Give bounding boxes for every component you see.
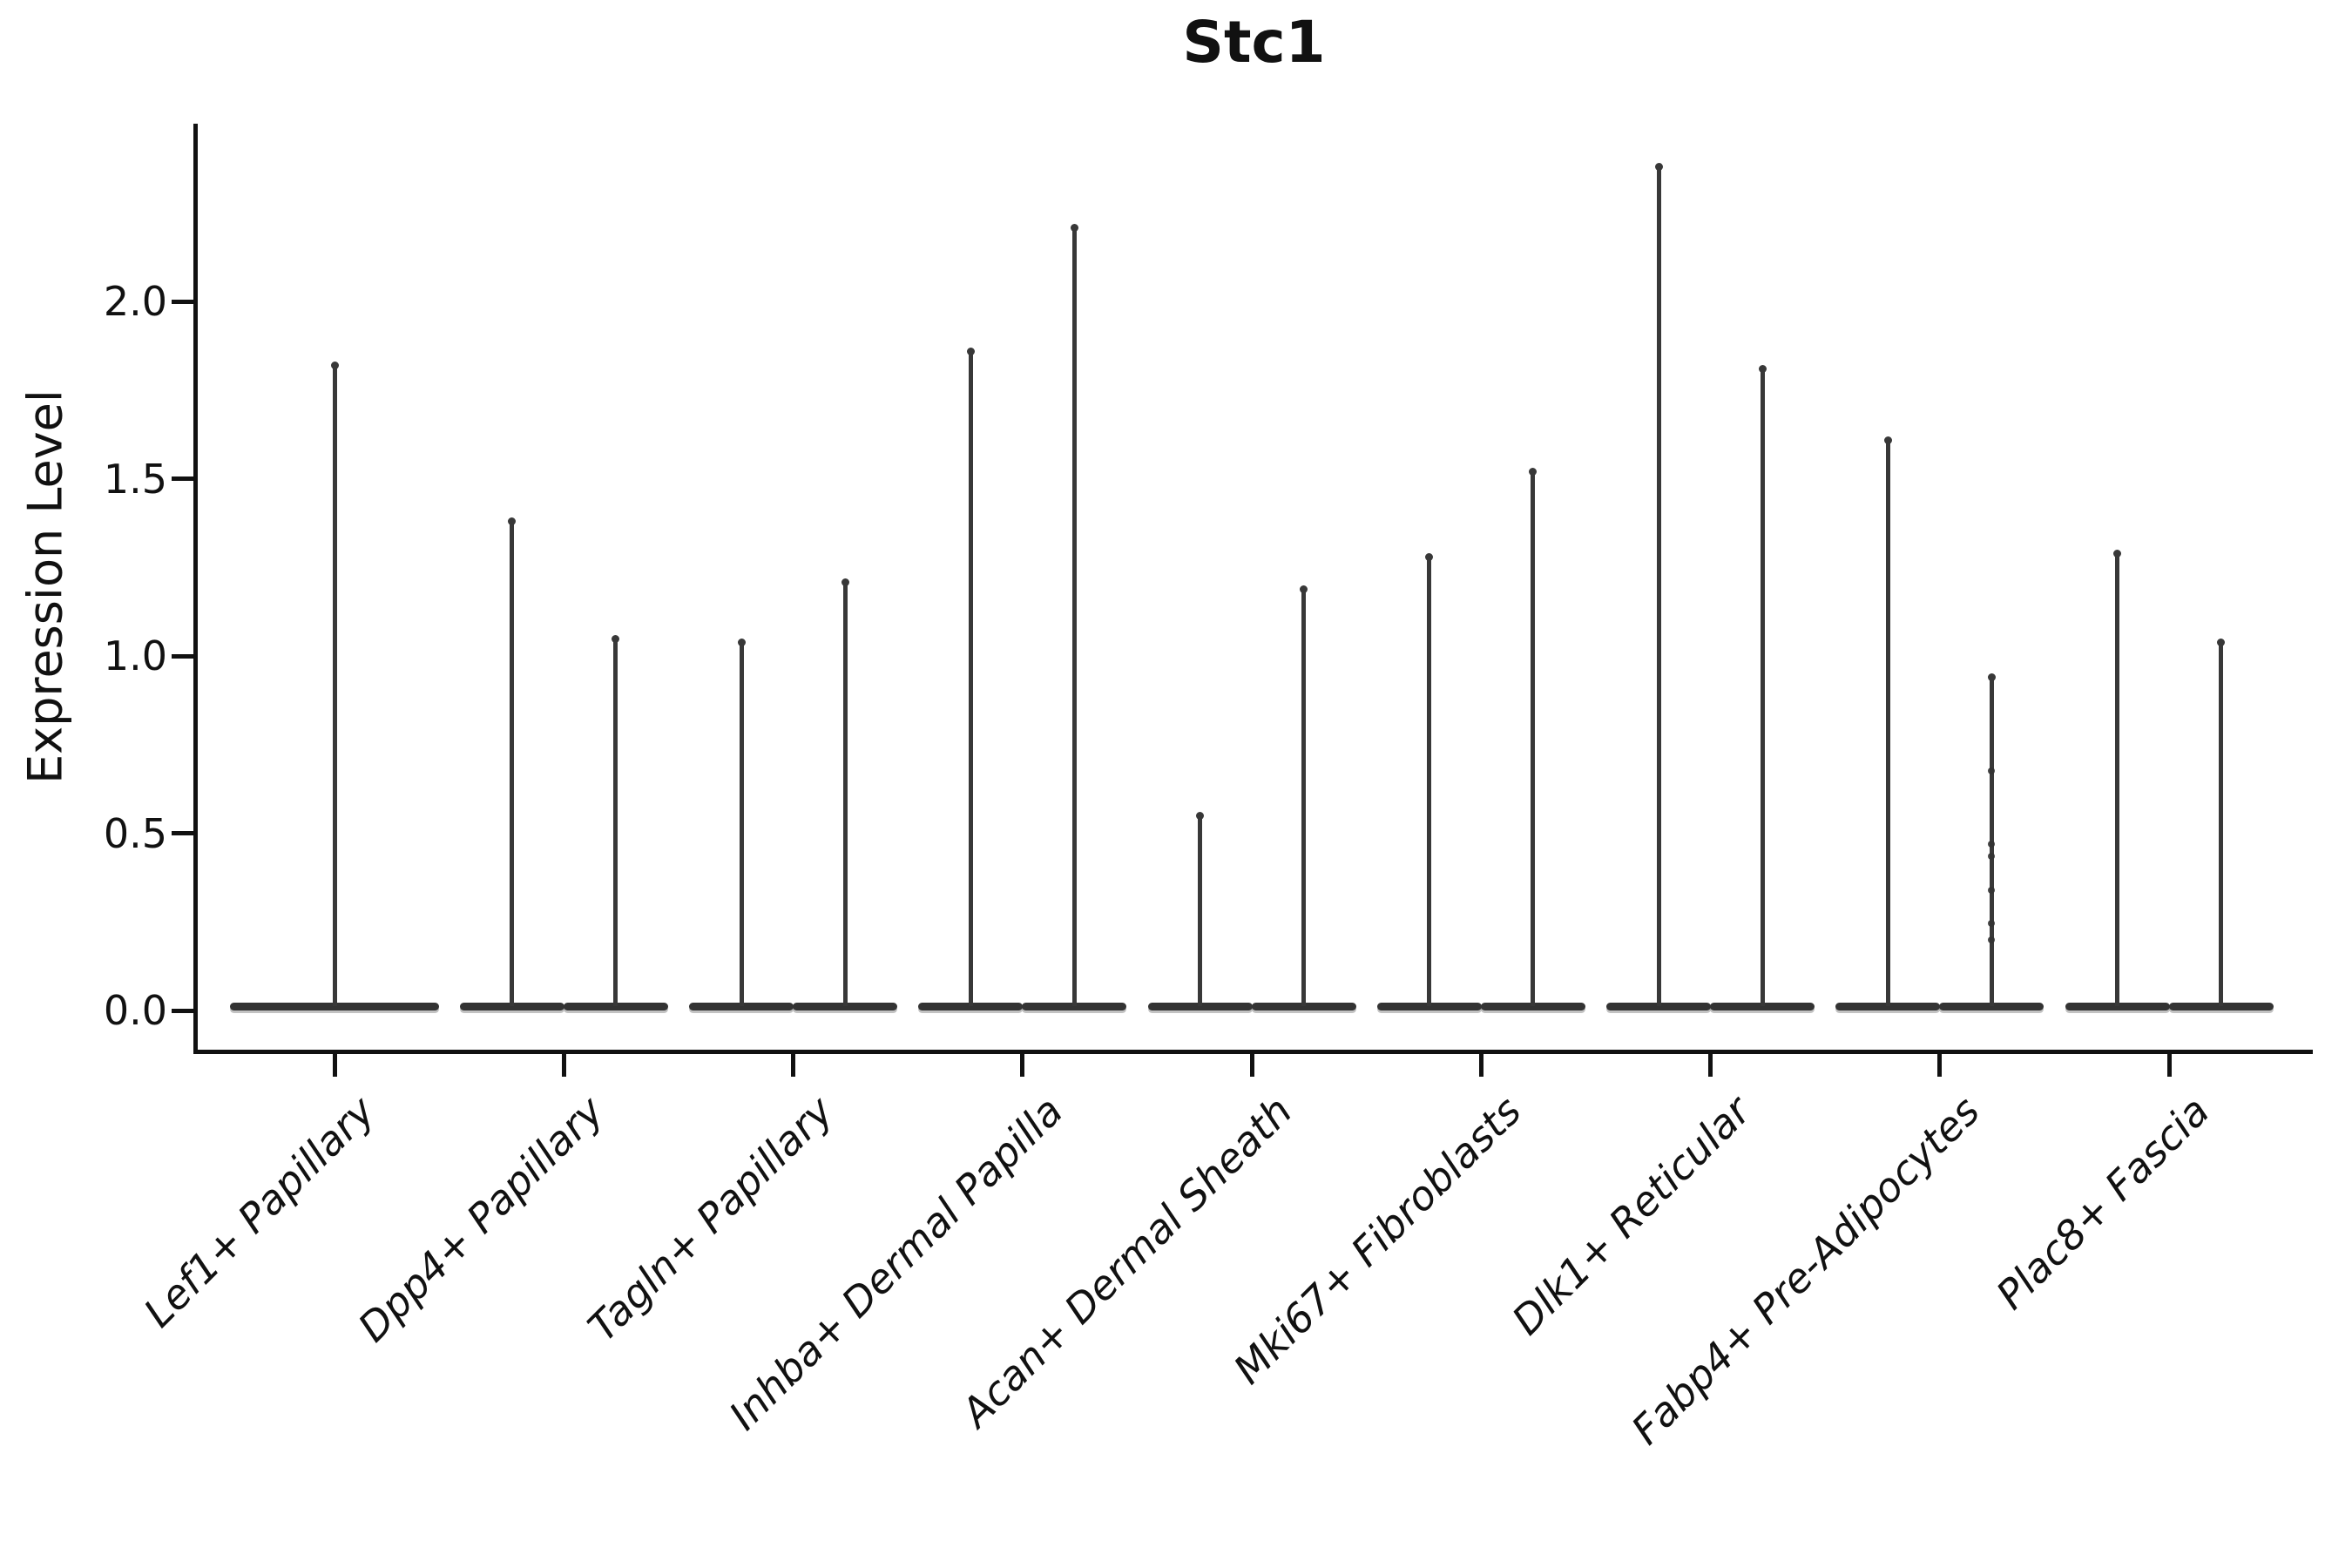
y-tick-label: 2.0 <box>103 278 167 325</box>
violin-base <box>2168 1003 2274 1010</box>
expression-point <box>1988 853 1996 860</box>
violin-spike <box>1656 166 1661 1006</box>
expression-point <box>1988 936 1996 943</box>
violin-spike <box>510 521 515 1006</box>
violin-base <box>1480 1003 1585 1010</box>
violin-base <box>689 1003 794 1010</box>
violin-base <box>1835 1003 1941 1010</box>
y-tick-label: 0.0 <box>103 987 167 1034</box>
violin-tip <box>1883 436 1892 444</box>
bottom-spine <box>193 1050 2313 1054</box>
violin-tip <box>841 578 849 586</box>
violin-base <box>1022 1003 1127 1010</box>
violin-base <box>918 1003 1024 1010</box>
violin-spike <box>842 581 848 1006</box>
violin-tip <box>966 348 975 355</box>
violin-tip <box>737 638 746 646</box>
violin-spike <box>1427 557 1432 1006</box>
violin-tip <box>2113 550 2121 558</box>
violin-spike <box>1071 226 1077 1006</box>
expression-point <box>1988 886 1996 894</box>
x-tick-mark <box>1937 1054 1943 1077</box>
violin-base <box>793 1003 897 1010</box>
violin-spike <box>2115 553 2119 1006</box>
left-spine <box>193 124 198 1054</box>
x-tick-mark <box>791 1054 795 1077</box>
violin-tip <box>1196 812 1204 821</box>
x-tick-mark <box>561 1054 566 1077</box>
violin-tip <box>1425 553 1434 561</box>
x-tick-mark <box>1478 1054 1484 1077</box>
violin-spike <box>968 351 973 1006</box>
x-tick-label: Dlk1+ Reticular <box>1503 1087 1760 1344</box>
x-tick-mark <box>1020 1054 1025 1077</box>
violin-spike <box>739 641 744 1006</box>
violin-tip <box>1758 365 1767 374</box>
violin-base <box>230 1003 439 1010</box>
violin-spike <box>332 365 337 1006</box>
violin-tip <box>1529 468 1538 476</box>
x-tick-label: Dpp4+ Papillary <box>348 1087 613 1351</box>
y-tick-mark <box>172 1008 193 1013</box>
y-tick-label: 0.5 <box>103 809 167 857</box>
x-tick-mark <box>1249 1054 1254 1077</box>
violin-spike <box>2219 641 2223 1006</box>
x-tick-label: Lef1+ Papillary <box>134 1087 384 1336</box>
x-tick-mark <box>332 1054 337 1077</box>
violin-spike <box>1885 439 1890 1006</box>
violin-base <box>459 1003 564 1010</box>
violin-base <box>563 1003 668 1010</box>
x-tick-mark <box>2166 1054 2172 1077</box>
violin-base <box>1939 1003 2044 1010</box>
violin-tip <box>1654 163 1663 172</box>
violin-tip <box>612 634 620 643</box>
x-tick-label: Tagln+ Papillary <box>578 1087 842 1351</box>
violin-tip <box>1987 673 1996 682</box>
violin-spike <box>1301 588 1306 1006</box>
violin-base <box>1147 1003 1253 1010</box>
violin-base <box>2065 1003 2170 1010</box>
violin-base <box>1606 1003 1711 1010</box>
violin-spike <box>1760 368 1765 1006</box>
violin-base <box>1376 1003 1482 1010</box>
x-tick-mark <box>1708 1054 1713 1077</box>
x-tick-label: Plac8+ Fascia <box>1986 1087 2219 1319</box>
violin-base <box>1710 1003 1815 1010</box>
violin-tip <box>1070 223 1078 232</box>
violin-tip <box>508 517 517 526</box>
violin-base <box>1251 1003 1356 1010</box>
y-tick-mark <box>172 299 193 304</box>
violin-tip <box>330 362 339 370</box>
expression-point <box>1988 920 1996 928</box>
chart-title: Stc1 <box>1182 9 1326 76</box>
violin-spike <box>1531 471 1536 1006</box>
violin-spike <box>613 638 618 1006</box>
violin-tip <box>1300 585 1308 593</box>
y-tick-mark <box>172 476 193 481</box>
violin-tip <box>2217 638 2225 646</box>
expression-point <box>1988 767 1996 775</box>
y-tick-label: 1.5 <box>103 455 167 503</box>
y-tick-label: 1.0 <box>103 632 167 679</box>
violin-spike <box>1198 815 1202 1006</box>
expression-point <box>1988 840 1996 848</box>
y-tick-mark <box>172 653 193 659</box>
y-tick-mark <box>172 831 193 835</box>
